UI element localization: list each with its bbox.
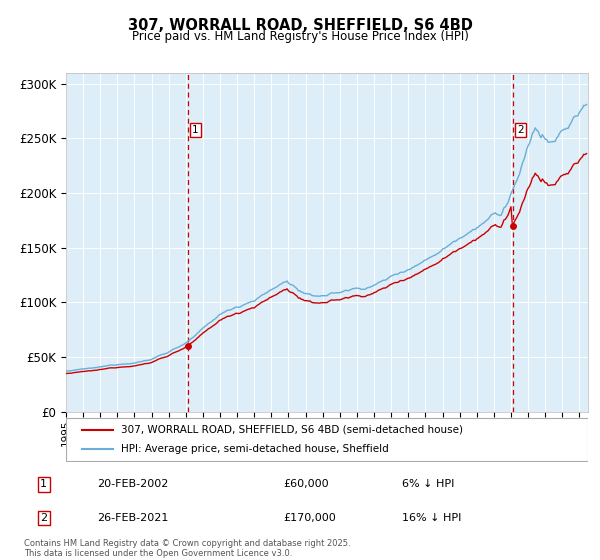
Text: 1: 1 <box>40 479 47 489</box>
Text: 16% ↓ HPI: 16% ↓ HPI <box>402 513 461 523</box>
Text: 307, WORRALL ROAD, SHEFFIELD, S6 4BD: 307, WORRALL ROAD, SHEFFIELD, S6 4BD <box>128 18 472 32</box>
Text: Contains HM Land Registry data © Crown copyright and database right 2025.
This d: Contains HM Land Registry data © Crown c… <box>24 539 350 558</box>
Text: 26-FEB-2021: 26-FEB-2021 <box>97 513 169 523</box>
Text: 6% ↓ HPI: 6% ↓ HPI <box>402 479 454 489</box>
Text: 20-FEB-2002: 20-FEB-2002 <box>97 479 169 489</box>
Text: £60,000: £60,000 <box>283 479 329 489</box>
Text: 2: 2 <box>40 513 47 523</box>
FancyBboxPatch shape <box>66 418 588 461</box>
Text: £170,000: £170,000 <box>283 513 336 523</box>
Text: HPI: Average price, semi-detached house, Sheffield: HPI: Average price, semi-detached house,… <box>121 445 389 455</box>
Text: 1: 1 <box>192 125 199 134</box>
Text: 307, WORRALL ROAD, SHEFFIELD, S6 4BD (semi-detached house): 307, WORRALL ROAD, SHEFFIELD, S6 4BD (se… <box>121 424 463 435</box>
Text: Price paid vs. HM Land Registry's House Price Index (HPI): Price paid vs. HM Land Registry's House … <box>131 30 469 43</box>
Text: 2: 2 <box>517 125 524 134</box>
